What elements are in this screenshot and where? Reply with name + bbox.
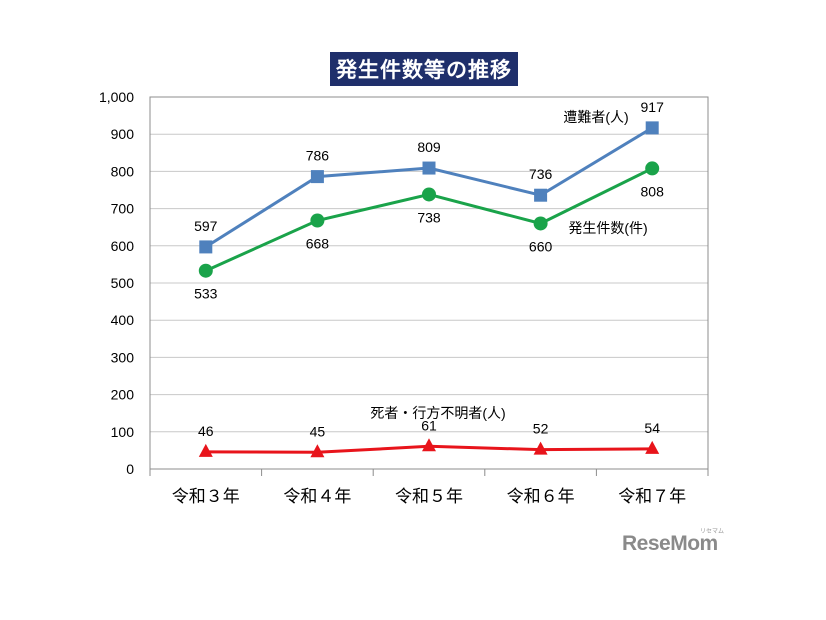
data-label: 45 xyxy=(310,423,326,439)
x-tick-label: 令和４年 xyxy=(283,487,351,506)
data-point-square xyxy=(199,240,213,254)
data-point-circle xyxy=(422,187,436,202)
data-labels: 597 786 809 736 917 533 668 738 660 808 46 45 61 52 54 xyxy=(194,99,664,439)
chart-title: 発生件数等の推移 xyxy=(330,52,518,86)
data-label: 597 xyxy=(194,218,218,234)
data-label: 786 xyxy=(306,148,330,164)
series-group xyxy=(198,121,660,458)
y-tick-label: 0 xyxy=(126,461,134,477)
x-tick-labels: 令和３年 令和４年 令和５年 令和６年 令和７年 xyxy=(172,487,686,506)
data-point-triangle xyxy=(422,438,436,452)
y-tick-label: 700 xyxy=(111,201,135,217)
y-tick-label: 500 xyxy=(111,275,135,291)
axes xyxy=(149,96,709,476)
data-point-triangle xyxy=(645,440,660,454)
data-label: 809 xyxy=(417,139,441,155)
plot-area-border xyxy=(149,96,709,470)
data-label: 533 xyxy=(194,286,218,302)
y-tick-label: 300 xyxy=(111,349,135,365)
series-labels: 遭難者(人) 発生件数(件) 死者・行方不明者(人) xyxy=(370,109,647,421)
y-tick-label: 1,000 xyxy=(99,89,134,105)
y-tick-label: 100 xyxy=(111,424,135,440)
y-tick-label: 800 xyxy=(111,163,135,179)
data-point-circle xyxy=(645,161,660,176)
data-label: 61 xyxy=(421,417,437,433)
data-point-triangle xyxy=(533,441,548,455)
y-tick-labels: 0 100 200 300 400 500 600 700 800 900 1,000 xyxy=(99,89,134,477)
data-label: 738 xyxy=(417,209,441,225)
data-point-square xyxy=(534,188,548,202)
data-label: 54 xyxy=(644,420,660,436)
data-label: 917 xyxy=(641,99,665,115)
data-label: 808 xyxy=(641,183,665,199)
data-label: 660 xyxy=(529,238,553,254)
series-name-label: 遭難者(人) xyxy=(563,109,628,125)
resemom-logo: ReseMom xyxy=(622,532,718,555)
data-label: 668 xyxy=(306,236,330,252)
data-label: 52 xyxy=(533,421,549,437)
x-tick-label: 令和５年 xyxy=(395,487,463,506)
y-tick-label: 200 xyxy=(111,387,135,403)
y-tick-label: 900 xyxy=(111,126,135,142)
data-point-triangle xyxy=(310,444,325,458)
x-tick-label: 令和７年 xyxy=(618,487,686,506)
x-tick-label: 令和３年 xyxy=(172,487,240,506)
data-point-square xyxy=(310,170,324,184)
data-point-circle xyxy=(533,216,548,231)
resemom-logo-subtext: リセマム xyxy=(700,528,725,535)
data-point-triangle xyxy=(198,443,213,457)
x-tick-label: 令和６年 xyxy=(507,487,575,506)
y-tick-label: 600 xyxy=(111,238,135,254)
data-point-circle xyxy=(310,213,325,228)
data-point-square xyxy=(422,161,436,175)
y-tick-label: 400 xyxy=(111,312,135,328)
data-point-circle xyxy=(198,263,213,278)
series-name-label: 死者・行方不明者(人) xyxy=(370,405,505,421)
series-name-label: 発生件数(件) xyxy=(568,220,647,236)
data-label: 736 xyxy=(529,166,553,182)
data-point-square xyxy=(645,121,659,135)
data-label: 46 xyxy=(198,423,214,439)
